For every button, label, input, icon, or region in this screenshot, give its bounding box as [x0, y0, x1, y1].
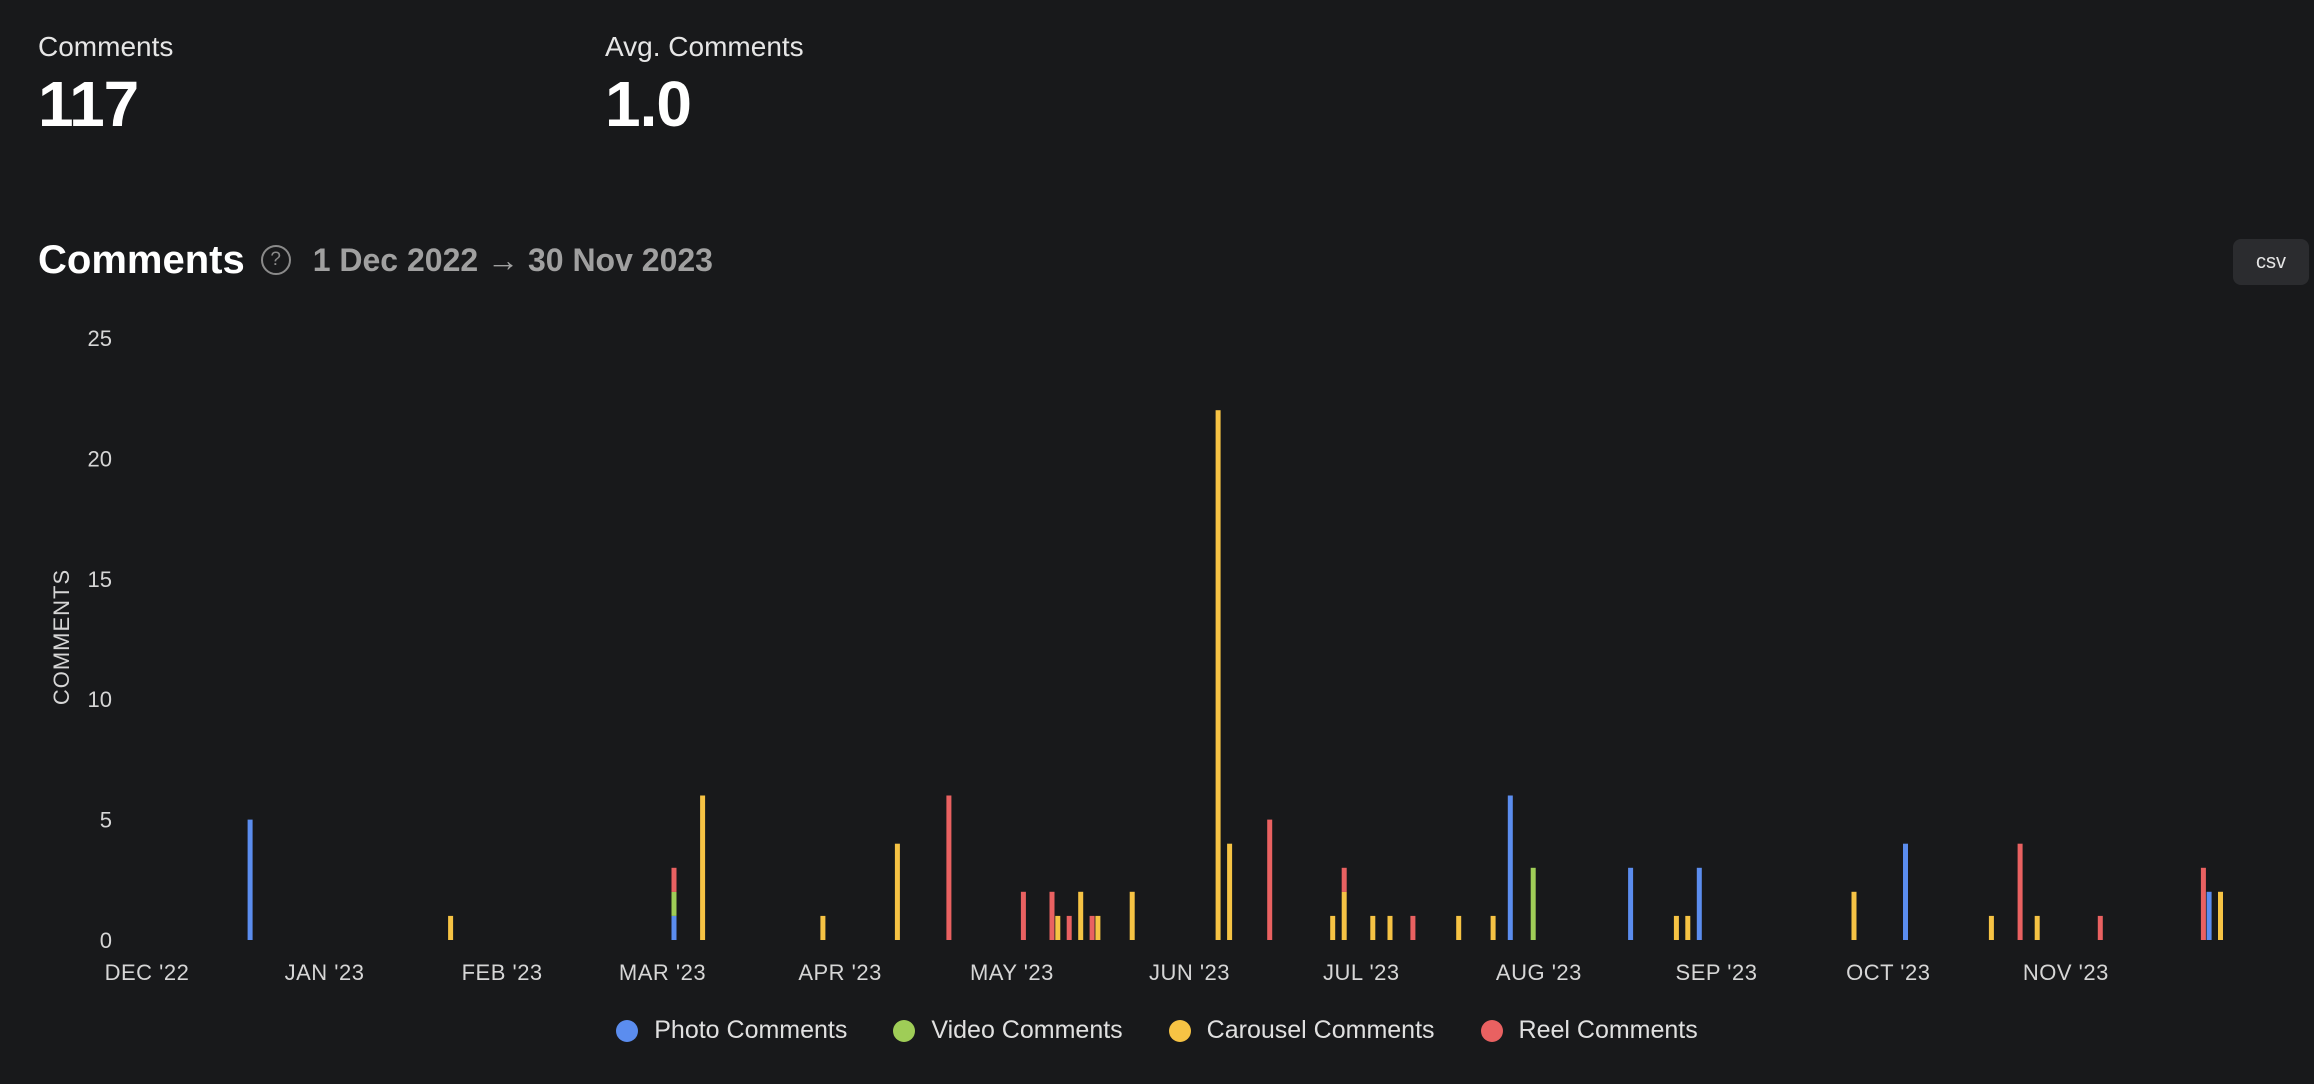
csv-export-button[interactable]: csv [2233, 239, 2309, 285]
y-tick-label: 15 [88, 567, 112, 592]
stat-comments-value: 117 [38, 68, 139, 140]
bar-photo-comments[interactable] [2206, 891, 2212, 940]
legend-dot-icon [1480, 1019, 1503, 1042]
bar-carousel-comments[interactable] [1227, 843, 1233, 940]
bar-carousel-comments[interactable] [1851, 891, 1857, 940]
stat-comments-label: Comments [38, 31, 174, 62]
bar-carousel-comments[interactable] [1215, 410, 1221, 940]
bar-reel-comments[interactable] [1066, 915, 1072, 940]
x-tick-label: DEC '22 [105, 960, 190, 985]
x-tick-label: JUL '23 [1323, 960, 1400, 985]
legend-item-photo-comments[interactable]: Photo Comments [616, 1016, 847, 1045]
bar-carousel-comments[interactable] [1330, 915, 1336, 940]
legend-label: Carousel Comments [1206, 1016, 1435, 1044]
chart-header: Comments ? 1 Dec 2022 → 30 Nov 2023 [38, 230, 713, 290]
bar-carousel-comments[interactable] [1129, 891, 1135, 940]
y-axis-label: COMMENTS [49, 569, 74, 705]
bar-reel-comments[interactable] [1341, 867, 1347, 892]
question-circle-icon[interactable]: ? [260, 245, 291, 275]
bar-photo-comments[interactable] [1507, 795, 1513, 941]
legend-dot-icon [616, 1019, 639, 1042]
stat-avg-comments: Avg. Comments 1.0 [605, 30, 804, 142]
x-tick-label: JAN '23 [285, 960, 365, 985]
legend-item-video-comments[interactable]: Video Comments [893, 1016, 1123, 1045]
legend-label: Photo Comments [654, 1016, 848, 1044]
x-tick-label: APR '23 [798, 960, 882, 985]
bar-carousel-comments[interactable] [1387, 915, 1393, 940]
bar-carousel-comments[interactable] [700, 795, 706, 941]
bar-photo-comments[interactable] [671, 915, 677, 940]
bar-video-comments[interactable] [1530, 867, 1536, 940]
bar-photo-comments[interactable] [1696, 867, 1702, 940]
bar-carousel-comments[interactable] [1673, 915, 1679, 940]
y-tick-label: 25 [88, 326, 112, 351]
x-tick-label: AUG '23 [1496, 960, 1582, 985]
y-tick-label: 5 [100, 808, 112, 833]
bar-photo-comments[interactable] [247, 819, 253, 940]
bar-reel-comments[interactable] [671, 867, 677, 892]
bar-reel-comments[interactable] [1049, 891, 1055, 940]
bar-reel-comments[interactable] [1267, 819, 1273, 940]
legend-label: Video Comments [931, 1016, 1123, 1044]
bar-carousel-comments[interactable] [820, 915, 826, 940]
date-range[interactable]: 1 Dec 2022 → 30 Nov 2023 [312, 241, 713, 278]
chart-legend: Photo Comments Video Comments Carousel Com… [0, 1016, 2314, 1045]
legend-dot-icon [893, 1019, 916, 1042]
y-tick-label: 0 [100, 928, 112, 953]
bar-reel-comments[interactable] [1020, 891, 1026, 940]
bar-carousel-comments[interactable] [1490, 915, 1496, 940]
comments-bar-chart: 0 5 10 15 20 25 COMMENTS DEC '22 JAN '23 FEB '23 M… [49, 326, 2223, 985]
bar-carousel-comments[interactable] [1095, 915, 1101, 940]
legend-dot-icon [1168, 1019, 1191, 1042]
bar-reel-comments[interactable] [1089, 915, 1095, 940]
chart-title: Comments [38, 237, 245, 282]
bar-reel-comments[interactable] [1410, 915, 1416, 940]
bar-carousel-comments[interactable] [2034, 915, 2040, 940]
bar-carousel-comments[interactable] [2218, 891, 2223, 940]
x-tick-label: MAR '23 [619, 960, 706, 985]
bar-carousel-comments[interactable] [1078, 891, 1084, 940]
y-tick-label: 10 [88, 687, 112, 712]
bar-carousel-comments[interactable] [1341, 891, 1347, 940]
x-tick-label: NOV '23 [2023, 960, 2109, 985]
legend-item-carousel-comments[interactable]: Carousel Comments [1168, 1016, 1435, 1045]
bar-carousel-comments[interactable] [1685, 915, 1691, 940]
stat-avg-value: 1.0 [605, 68, 692, 140]
legend-label: Reel Comments [1518, 1016, 1698, 1044]
bar-reel-comments[interactable] [2200, 867, 2206, 940]
bar-carousel-comments[interactable] [1370, 915, 1376, 940]
x-tick-label: JUN '23 [1149, 960, 1230, 985]
x-tick-label: MAY '23 [970, 960, 1054, 985]
bar-reel-comments[interactable] [946, 795, 952, 941]
bar-carousel-comments[interactable] [448, 915, 454, 940]
bar-reel-comments[interactable] [2097, 915, 2103, 940]
stat-comments: Comments 117 [38, 30, 173, 142]
bar-carousel-comments[interactable] [1988, 915, 1994, 940]
x-tick-label: OCT '23 [1846, 960, 1930, 985]
bar-carousel-comments[interactable] [894, 843, 900, 940]
x-tick-label: SEP '23 [1676, 960, 1758, 985]
bar-carousel-comments[interactable] [1055, 915, 1061, 940]
bar-reel-comments[interactable] [2017, 843, 2023, 940]
y-tick-label: 20 [88, 446, 112, 471]
bar-carousel-comments[interactable] [1456, 915, 1462, 940]
bar-photo-comments[interactable] [1903, 843, 1908, 940]
legend-item-reel-comments[interactable]: Reel Comments [1480, 1016, 1698, 1045]
bar-video-comments[interactable] [671, 891, 677, 916]
bar-photo-comments[interactable] [1628, 867, 1634, 940]
x-tick-label: FEB '23 [462, 960, 543, 985]
stat-avg-label: Avg. Comments [605, 31, 804, 62]
